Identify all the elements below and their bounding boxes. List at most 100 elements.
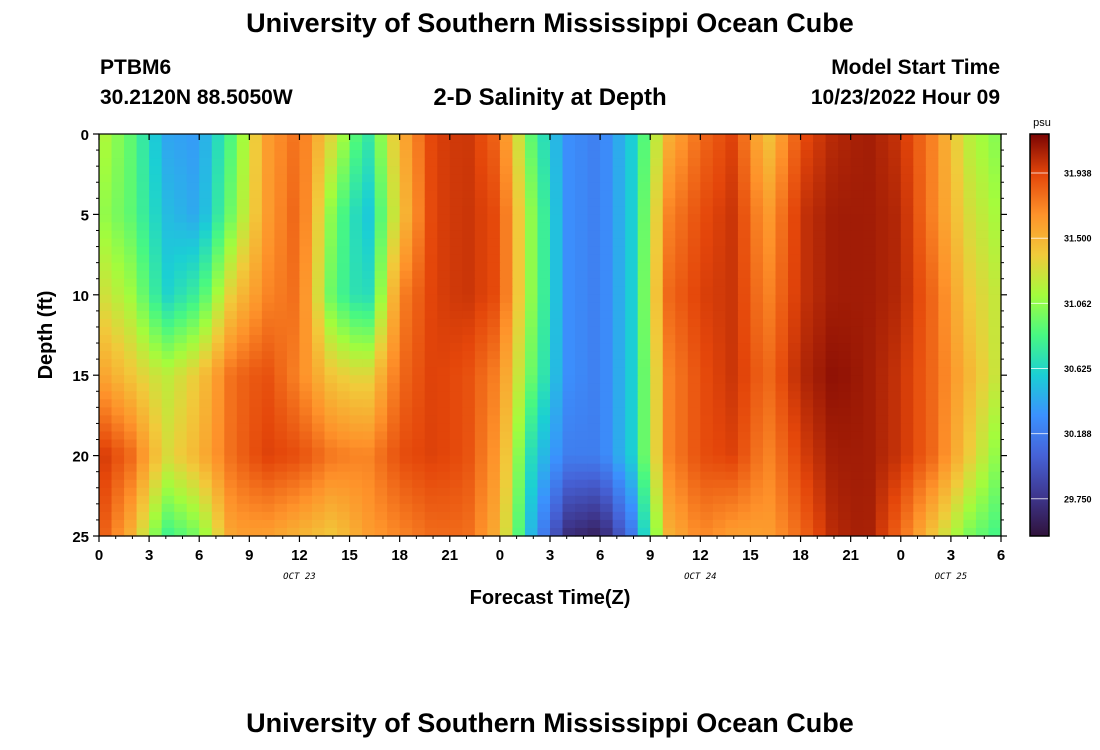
heatmap-cell — [750, 326, 764, 336]
heatmap-cell — [337, 479, 351, 489]
heatmap-cell — [99, 230, 113, 240]
heatmap-cell — [850, 190, 864, 199]
heatmap-cell — [662, 487, 676, 497]
heatmap-cell — [975, 359, 990, 368]
heatmap-cell — [124, 326, 138, 336]
heatmap-cell — [925, 278, 939, 288]
heatmap-cell — [875, 270, 889, 280]
heatmap-cell — [900, 519, 914, 529]
heatmap-cell — [487, 326, 501, 336]
heatmap-cell — [186, 519, 200, 529]
heatmap-cell — [374, 463, 388, 473]
heatmap-cell — [274, 375, 288, 384]
heatmap-cell — [537, 519, 551, 529]
heatmap-cell — [750, 294, 764, 304]
heatmap-cell — [399, 359, 413, 368]
heatmap-cell — [136, 326, 150, 336]
heatmap-cell — [550, 367, 564, 376]
heatmap-cell — [775, 310, 789, 320]
heatmap-cell — [512, 407, 526, 416]
colorbar-tick-label: 30.625 — [1064, 364, 1092, 374]
heatmap-cell — [324, 431, 338, 441]
heatmap-cell — [199, 270, 213, 280]
heatmap-cell — [650, 214, 664, 224]
heatmap-cell — [412, 447, 426, 457]
heatmap-cell — [950, 326, 965, 336]
heatmap-cell — [888, 431, 902, 441]
heatmap-cell — [687, 286, 701, 296]
heatmap-cell — [562, 471, 576, 481]
heatmap-cell — [712, 302, 726, 312]
heatmap-cell — [988, 471, 1002, 481]
heatmap-cell — [249, 399, 263, 408]
heatmap-cell — [562, 326, 576, 336]
heatmap-cell — [687, 399, 701, 408]
heatmap-cell — [675, 431, 689, 441]
heatmap-cell — [963, 407, 977, 416]
heatmap-cell — [888, 158, 902, 167]
heatmap-cell — [211, 150, 225, 159]
heatmap-cell — [963, 463, 977, 473]
heatmap-cell — [99, 142, 113, 151]
heatmap-cell — [412, 487, 426, 497]
heatmap-cell — [788, 158, 802, 167]
heatmap-cell — [550, 222, 564, 232]
heatmap-cell — [800, 359, 814, 368]
heatmap-cell — [174, 487, 188, 497]
heatmap-cell — [324, 158, 338, 167]
heatmap-cell — [311, 158, 326, 167]
heatmap-cell — [575, 166, 589, 175]
heatmap-cell — [299, 198, 313, 207]
heatmap-cell — [462, 150, 476, 159]
heatmap-cell — [900, 214, 914, 224]
heatmap-cell — [625, 246, 639, 256]
heatmap-cell — [550, 503, 564, 513]
heatmap-cell — [838, 198, 852, 207]
heatmap-cell — [424, 294, 438, 304]
heatmap-cell — [474, 447, 488, 457]
heatmap-cell — [775, 230, 789, 240]
heatmap-cell — [537, 415, 551, 425]
heatmap-cell — [875, 142, 889, 151]
heatmap-cell — [174, 367, 188, 376]
heatmap-cell — [637, 158, 651, 167]
heatmap-cell — [387, 310, 401, 320]
heatmap-cell — [587, 519, 601, 529]
heatmap-cell — [550, 198, 564, 207]
heatmap-cell — [975, 495, 990, 505]
heatmap-cell — [299, 326, 313, 336]
heatmap-cell — [575, 391, 589, 400]
heatmap-cell — [712, 206, 726, 215]
heatmap-cell — [249, 431, 263, 441]
heatmap-cell — [349, 246, 363, 256]
heatmap-cell — [249, 246, 263, 256]
heatmap-cell — [612, 439, 626, 449]
heatmap-cell — [437, 166, 451, 175]
heatmap-cell — [537, 174, 551, 183]
heatmap-cell — [687, 166, 701, 175]
heatmap-cell — [286, 326, 301, 336]
heatmap-cell — [437, 174, 451, 183]
heatmap-cell — [587, 367, 601, 376]
heatmap-cell — [975, 182, 990, 191]
heatmap-cell — [825, 278, 839, 288]
heatmap-cell — [474, 479, 488, 489]
heatmap-cell — [186, 222, 200, 232]
heatmap-cell — [838, 471, 852, 481]
heatmap-cell — [863, 142, 877, 151]
heatmap-cell — [625, 142, 639, 151]
heatmap-cell — [587, 238, 601, 248]
heatmap-cell — [850, 150, 864, 159]
heatmap-cell — [600, 527, 614, 537]
heatmap-cell — [387, 182, 401, 191]
heatmap-cell — [637, 318, 651, 328]
heatmap-cell — [788, 463, 802, 473]
heatmap-cell — [324, 286, 338, 296]
heatmap-cell — [687, 423, 701, 433]
heatmap-cell — [900, 471, 914, 481]
heatmap-cell — [825, 294, 839, 304]
heatmap-cell — [99, 134, 113, 143]
heatmap-cell — [149, 254, 163, 264]
heatmap-cell — [186, 302, 200, 312]
heatmap-cell — [988, 335, 1002, 344]
